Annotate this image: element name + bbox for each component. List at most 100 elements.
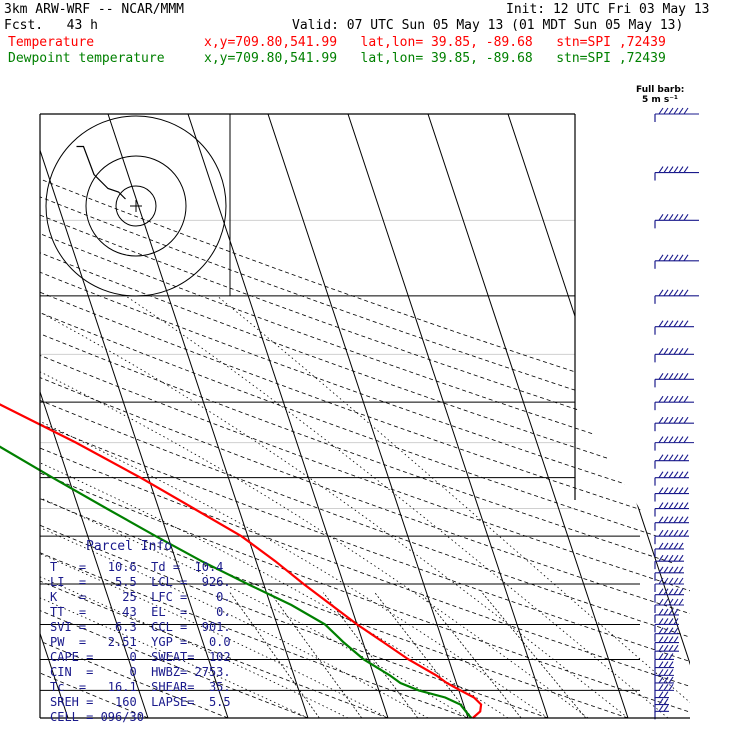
wind-barb-flag <box>663 542 669 550</box>
wind-barb-flag <box>668 627 674 634</box>
wind-barb-flag <box>658 320 664 328</box>
wind-barb-flag <box>673 627 679 634</box>
wind-barb <box>654 166 699 181</box>
forecast-hour: Fcst. 43 h <box>4 18 98 33</box>
wind-barb-flag <box>658 588 664 596</box>
dry-adiabat-line <box>40 114 690 718</box>
moist-adiabat-line <box>125 295 669 718</box>
wind-barb-flag <box>678 598 684 606</box>
wind-barb-flag <box>663 416 669 424</box>
wind-barb-flag <box>658 608 664 616</box>
wind-barb-flag <box>663 516 669 524</box>
full-barb-value: 5 m s⁻¹ <box>642 95 678 105</box>
wind-barb-flag <box>668 577 674 585</box>
wind-barb-flag <box>683 395 689 403</box>
wind-barb-flag <box>678 516 684 524</box>
wind-barb-flag <box>678 436 684 443</box>
moist-adiabat-line <box>40 295 349 718</box>
wind-barb-flag <box>673 289 679 297</box>
wind-barb <box>654 529 689 545</box>
wind-barb-flag <box>668 653 674 660</box>
wind-barb-flag <box>658 598 664 606</box>
wind-barb-flag <box>658 289 664 297</box>
wind-barb-flag <box>658 542 664 550</box>
wind-barb-flag <box>663 214 669 221</box>
wind-barb-flag <box>678 566 684 574</box>
wind-barb <box>654 516 689 531</box>
wind-barb-flag <box>658 627 664 634</box>
wind-barb-flag <box>663 644 669 652</box>
wind-barb-flag <box>668 669 674 676</box>
wind-barb-flag <box>678 471 684 478</box>
wind-barb-flag <box>658 618 664 625</box>
wind-barb-flag <box>658 636 664 643</box>
isotherm-line <box>347 114 549 718</box>
wind-barb-flag <box>663 618 669 625</box>
mixing-ratio-line <box>374 592 473 718</box>
wind-barb-flag <box>658 436 664 443</box>
wind-barb <box>654 348 694 363</box>
wind-barb-flag <box>668 516 674 524</box>
wind-barb <box>654 416 694 432</box>
wind-barb-flag <box>658 471 664 478</box>
wind-barb-flag <box>673 320 679 328</box>
wind-barb-flag <box>678 373 684 380</box>
temperature-station-info: x,y=709.80,541.99 lat,lon= 39.85, -89.68… <box>204 35 666 50</box>
wind-barb-flag <box>663 454 669 462</box>
wind-barb-flag <box>663 471 669 478</box>
wind-barb-flag <box>678 107 684 115</box>
wind-barb-flag <box>658 454 664 462</box>
wind-barb-flag <box>663 653 669 660</box>
sounding-profiles <box>0 403 483 719</box>
wind-barb-flag <box>663 598 669 606</box>
wind-barb-flag <box>658 107 664 115</box>
wind-barb-flag <box>658 166 664 173</box>
wind-barb-flag <box>668 436 674 443</box>
mixing-ratio-line <box>481 592 587 718</box>
dry-adiabat-line <box>40 114 690 718</box>
wind-barb-flag <box>668 289 674 297</box>
wind-barb-flag <box>673 471 679 478</box>
isotherm-line <box>40 114 229 718</box>
wind-barb-flag <box>683 320 689 328</box>
isotherm-line <box>427 114 629 718</box>
wind-barb-flag <box>668 107 674 115</box>
wind-barb-flag <box>663 436 669 443</box>
wind-barb-flag <box>668 166 674 173</box>
wind-barb-flag <box>673 588 679 596</box>
wind-barb-flag <box>678 395 684 403</box>
wind-barb <box>654 644 679 660</box>
wind-barb-flag <box>663 320 669 328</box>
wind-barb-flag <box>668 598 674 606</box>
wind-barb-flag <box>673 166 679 173</box>
wind-barbs <box>654 107 699 720</box>
moist-adiabat-line <box>40 295 389 718</box>
wind-barb-flag <box>663 669 669 676</box>
wind-barb-flag <box>658 373 664 380</box>
wind-barb-flag <box>673 395 679 403</box>
wind-barb-flag <box>683 454 689 462</box>
wind-barb-flag <box>678 529 684 537</box>
wind-barb-flag <box>668 684 674 691</box>
wind-barb-flag <box>668 636 674 643</box>
wind-barb <box>654 395 694 411</box>
wind-barb-flag <box>658 669 664 676</box>
wind-barb-flag <box>663 289 669 297</box>
valid-time: Valid: 07 UTC Sun 05 May 13 (01 MDT Sun … <box>292 18 684 33</box>
wind-barb-flag <box>678 166 684 173</box>
wind-barb <box>654 471 689 486</box>
isotherm-line <box>667 114 690 718</box>
parcel-info-row: PW = 2.51 YGP = 0.0 <box>50 635 231 649</box>
wind-barb-flag <box>663 529 669 537</box>
wind-barb-flag <box>678 502 684 509</box>
parcel-info-row: TT = 43 EL = 0. <box>50 605 231 619</box>
wind-barb-flag <box>663 608 669 616</box>
wind-barb-flag <box>673 618 679 625</box>
wind-barb-flag <box>658 691 664 698</box>
wind-barb <box>654 214 699 229</box>
skewt-grid <box>40 114 690 718</box>
wind-barb-flag <box>673 454 679 462</box>
wind-barb <box>654 698 669 713</box>
hodograph-ring <box>45 115 227 297</box>
